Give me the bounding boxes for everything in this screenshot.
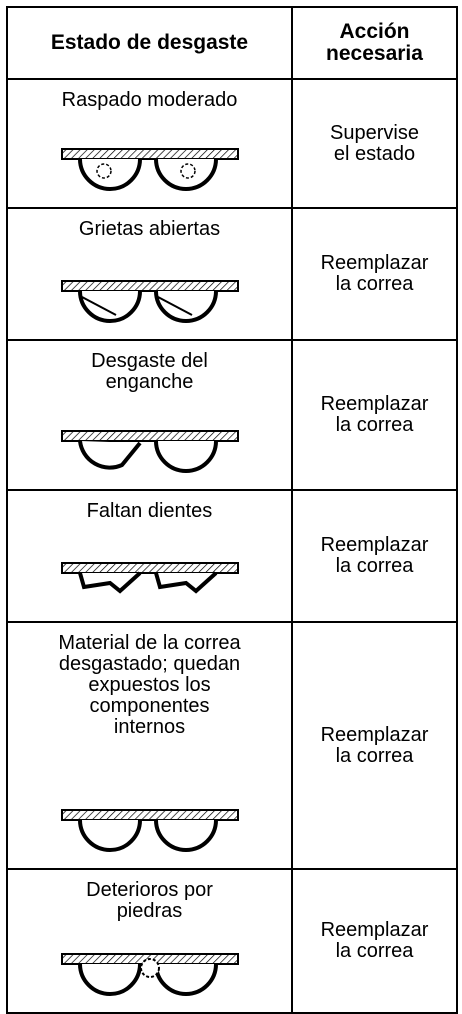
text-line: Raspado moderado — [61, 89, 238, 111]
belt-part — [179, 163, 196, 179]
belt-part — [153, 819, 218, 852]
belt-part — [81, 296, 116, 316]
condition-text: Deterioros por piedras — [8, 870, 291, 922]
table-row: Material de la correa desgastado; quedan e… — [6, 621, 458, 870]
header-row: Estado de desgaste Acción necesaria — [6, 6, 458, 80]
belt-illustration — [60, 430, 239, 473]
text-line: Deterioros por — [86, 879, 213, 901]
table-row: Desgaste del enganche Reemplazar la correa — [6, 339, 458, 491]
text-line: expuestos los — [88, 674, 211, 696]
text-line: Estado de desgaste — [50, 31, 249, 54]
belt-part — [95, 163, 112, 179]
text-line: Reemplazar — [320, 393, 429, 415]
belt-illustration — [60, 148, 239, 191]
belt-part — [77, 571, 141, 594]
condition-cell: Grietas abiertas — [6, 207, 293, 341]
text-line: Reemplazar — [320, 723, 429, 746]
belt-part — [60, 809, 239, 821]
belt-part — [60, 430, 239, 442]
condition-cell: Material de la correa desgastado; quedan e… — [6, 621, 293, 870]
text-line: Reemplazar — [320, 919, 429, 941]
belt-part — [77, 440, 142, 470]
action-cell: Reemplazar la correa — [291, 489, 458, 623]
belt-illustration — [60, 562, 239, 594]
text-line: Acción — [339, 20, 410, 43]
text-line: Faltan dientes — [86, 500, 213, 522]
table-row: Faltan dientes Reemplazar la correa — [6, 489, 458, 623]
belt-part — [139, 958, 160, 978]
condition-text: Grietas abiertas — [8, 209, 291, 240]
belt-part — [60, 280, 239, 292]
text-line: Material de la correa — [58, 632, 241, 654]
text-line: la correa — [335, 940, 414, 962]
header-cell: Estado de desgaste — [6, 6, 293, 80]
belt-part — [60, 148, 239, 160]
belt-part — [153, 440, 218, 473]
text-line: la correa — [335, 414, 414, 436]
text-line: desgastado; quedan — [58, 653, 241, 675]
belt-illustration — [60, 953, 239, 996]
condition-cell: Deterioros por piedras — [6, 868, 293, 1014]
wear-table: Estado de desgaste Acción necesaria Raspa… — [6, 6, 458, 1014]
belt-part — [77, 158, 142, 191]
text-line: internos — [113, 716, 186, 738]
table-row: Deterioros por piedras Reemplazar la correa — [6, 868, 458, 1014]
text-line: Desgaste del — [91, 350, 208, 372]
text-line: la correa — [335, 273, 414, 295]
condition-cell: Faltan dientes — [6, 489, 293, 623]
text-line: componentes — [89, 695, 210, 717]
text-line: Reemplazar — [320, 534, 429, 556]
text-line: Grietas abiertas — [78, 218, 221, 240]
belt-part — [77, 819, 142, 852]
text-line: necesaria — [326, 42, 423, 65]
text-line: el estado — [333, 142, 416, 165]
action-cell: Supervise el estado — [291, 78, 458, 209]
table-row: Grietas abiertas Reemplazar la correa — [6, 207, 458, 341]
belt-part — [153, 290, 218, 323]
condition-cell: Raspado moderado — [6, 78, 293, 209]
text-line: piedras — [116, 900, 183, 922]
action-cell: Reemplazar la correa — [291, 339, 458, 491]
action-cell: Reemplazar la correa — [291, 621, 458, 870]
belt-part — [153, 571, 217, 594]
text-line: Reemplazar — [320, 252, 429, 274]
action-cell: Reemplazar la correa — [291, 868, 458, 1014]
belt-part — [77, 290, 142, 323]
text-line: la correa — [335, 744, 414, 767]
belt-part — [157, 296, 192, 316]
belt-part — [153, 158, 218, 191]
text-line: la correa — [335, 555, 414, 577]
header-cell: Acción necesaria — [291, 6, 458, 80]
belt-part — [153, 963, 218, 996]
table-row: Raspado moderado Supervise el estado — [6, 78, 458, 209]
belt-part — [77, 963, 142, 996]
text-line: Supervise — [330, 121, 419, 144]
belt-part — [60, 562, 239, 574]
condition-cell: Desgaste del enganche — [6, 339, 293, 491]
condition-text: Faltan dientes — [8, 491, 291, 522]
action-cell: Reemplazar la correa — [291, 207, 458, 341]
condition-text: Material de la correa desgastado; quedan e… — [8, 623, 291, 738]
condition-text: Raspado moderado — [8, 80, 291, 111]
text-line: enganche — [105, 371, 194, 393]
belt-illustration — [60, 280, 239, 323]
belt-illustration — [60, 809, 239, 852]
condition-text: Desgaste del enganche — [8, 341, 291, 393]
